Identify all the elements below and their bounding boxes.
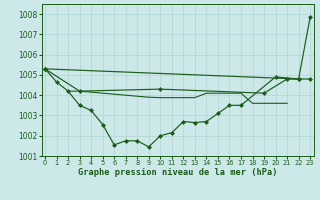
X-axis label: Graphe pression niveau de la mer (hPa): Graphe pression niveau de la mer (hPa)	[78, 168, 277, 177]
